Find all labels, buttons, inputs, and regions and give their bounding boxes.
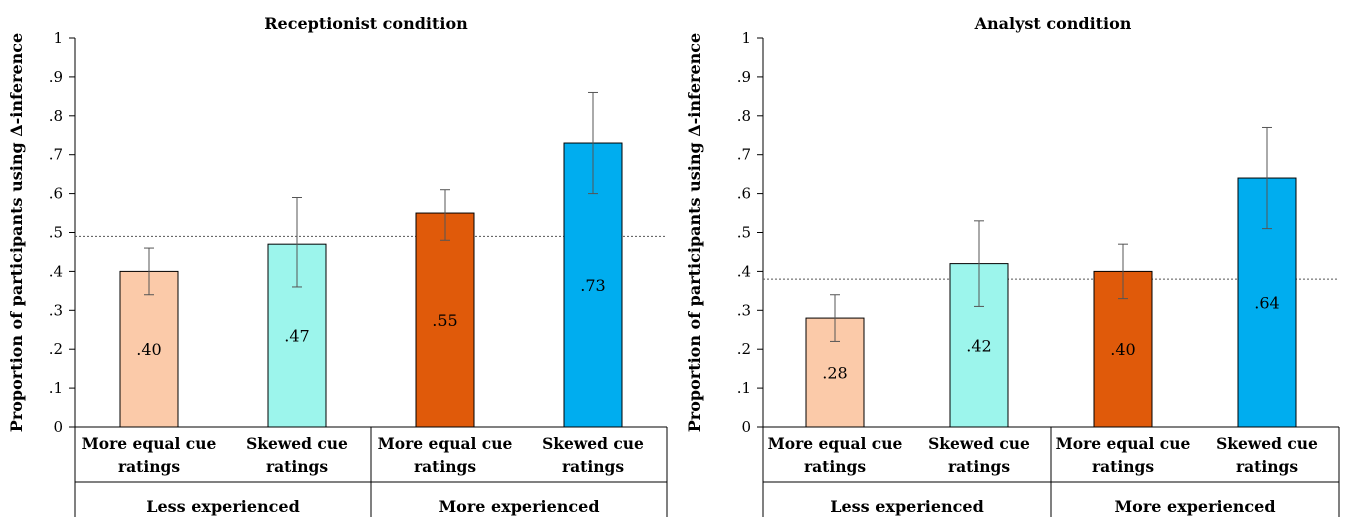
x-group-label: Less experienced [146,497,300,516]
x-group-label: More experienced [438,497,599,516]
y-axis-label: Proportion of participants using Δ-infer… [7,33,26,432]
y-tick-label: 1 [741,29,751,47]
chart-title: Analyst condition [974,14,1132,33]
x-category-label: Skewed cue [246,434,348,453]
y-tick-label: .2 [49,340,63,358]
y-tick-label: .9 [737,68,751,86]
y-tick-label: .7 [737,146,751,164]
x-group-label: More experienced [1114,497,1275,516]
x-category-label: ratings [266,457,328,476]
x-category-label: ratings [414,457,476,476]
x-category-label: ratings [804,457,866,476]
x-group-label: Less experienced [830,497,984,516]
data-label: .42 [966,336,991,355]
x-category-label: ratings [1236,457,1298,476]
bar [415,212,475,428]
y-tick-label: .8 [737,107,751,125]
y-tick-label: .7 [49,146,63,164]
y-axis-label: Proportion of participants using Δ-infer… [685,33,704,432]
y-tick-label: .5 [49,224,63,242]
chart-title: Receptionist condition [264,14,468,33]
y-tick-label: .1 [49,379,63,397]
x-category-label: Skewed cue [928,434,1030,453]
y-tick-label: 0 [53,418,63,436]
data-label: .55 [432,311,457,330]
x-category-label: ratings [562,457,624,476]
chart-panel-2: Analyst condition Proportion of participa… [685,14,1340,517]
data-label: .47 [284,327,309,346]
y-tick-label: .5 [737,224,751,242]
x-category-label: ratings [1092,457,1154,476]
y-tick-label: .4 [737,262,751,280]
y-tick-label: .9 [49,68,63,86]
y-tick-label: .6 [737,185,751,203]
data-label: .40 [136,340,161,359]
bar [267,243,327,428]
data-label: .64 [1254,294,1279,313]
x-category-label: More equal cue [378,434,513,453]
y-tick-label: .1 [737,379,751,397]
y-tick-label: .3 [737,301,751,319]
y-tick-label: .3 [49,301,63,319]
x-category-label: More equal cue [768,434,903,453]
x-category-label: More equal cue [1056,434,1191,453]
chart-panel-1: Receptionist condition Proportion of part… [7,14,668,517]
x-category-label: ratings [118,457,180,476]
x-category-label: Skewed cue [1216,434,1318,453]
y-tick-label: .4 [49,262,63,280]
data-label: .73 [580,276,605,295]
y-tick-label: .8 [49,107,63,125]
x-category-label: Skewed cue [542,434,644,453]
x-category-label: More equal cue [82,434,217,453]
data-label: .28 [822,364,847,383]
y-tick-label: .2 [737,340,751,358]
y-tick-label: 0 [741,418,751,436]
data-label: .40 [1110,340,1135,359]
y-tick-label: .6 [49,185,63,203]
y-tick-label: 1 [53,29,63,47]
x-category-label: ratings [948,457,1010,476]
